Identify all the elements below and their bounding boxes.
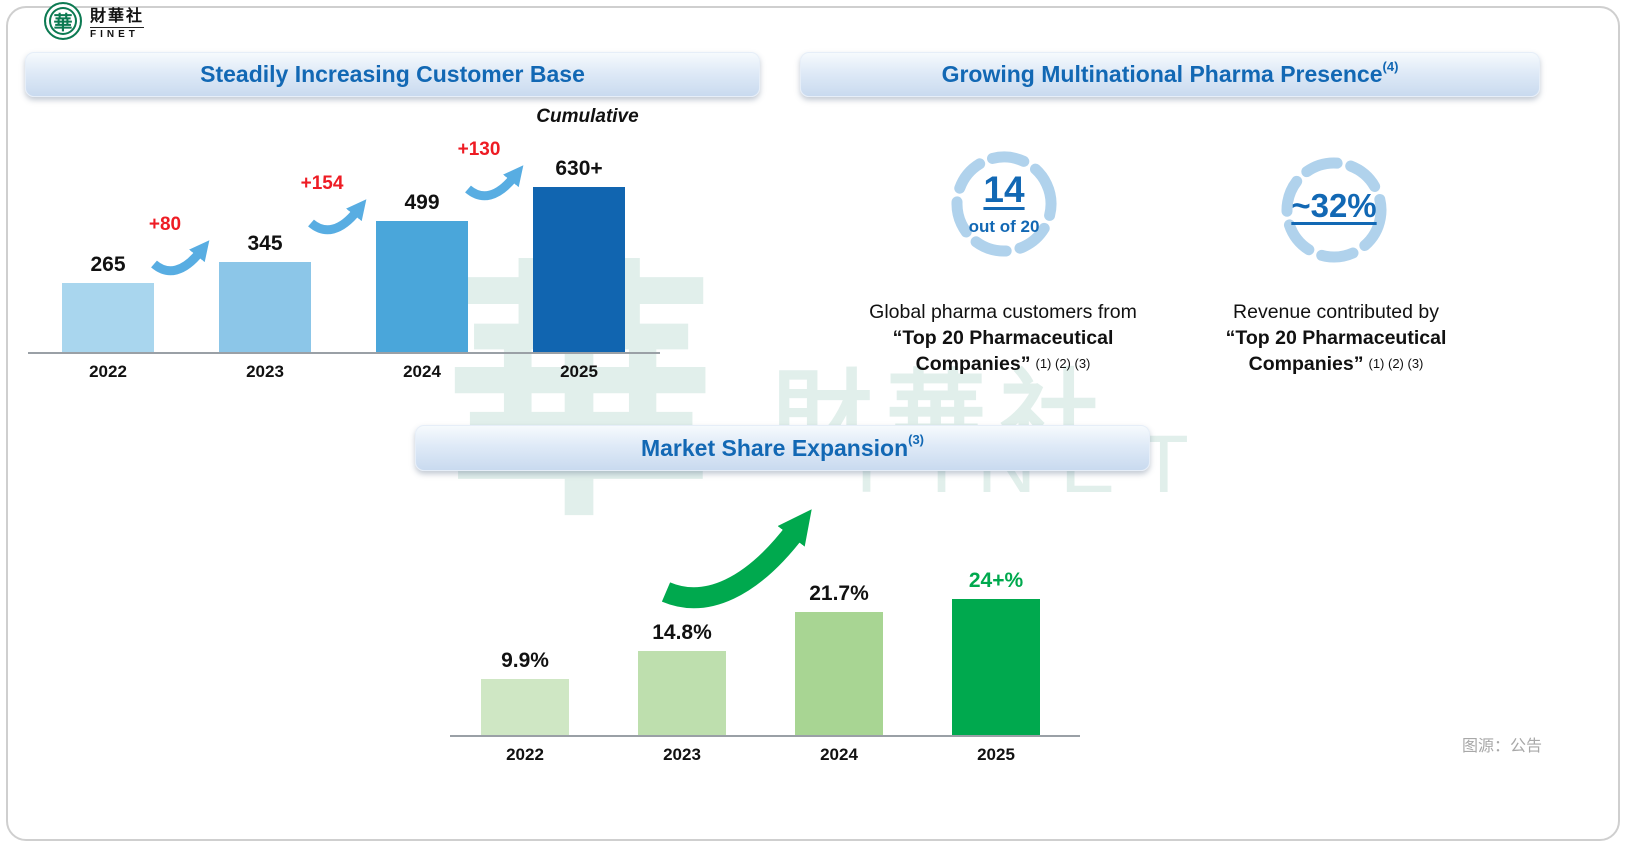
x-tick-2024: 2024 (820, 745, 858, 764)
stat-inner: ~32% (1276, 152, 1392, 268)
cumulative-note: Cumulative (536, 106, 639, 127)
banner-customer-base: Steadily Increasing Customer Base (25, 52, 760, 97)
stat-desc-revenue: Revenue contributed by “Top 20 Pharmaceu… (1190, 299, 1482, 377)
delta-label-3: +130 (457, 139, 501, 160)
logo-chinese: 財華社 (90, 8, 145, 25)
banner-pharma-presence-sup: (4) (1382, 59, 1399, 74)
delta-label-1: +80 (148, 214, 182, 235)
x-axis (28, 352, 660, 354)
bar-2025 (533, 187, 625, 352)
banner-market-share: Market Share Expansion (3) (415, 425, 1150, 471)
x-tick-2023: 2023 (663, 745, 701, 764)
bar-2023 (219, 262, 311, 352)
bar-value-2022: 265 (90, 253, 126, 276)
bar-2025 (952, 599, 1040, 735)
stat-desc-line3-text: Companies” (915, 353, 1031, 375)
source-note: 图源：公告 (1461, 738, 1542, 755)
bar-2024 (795, 612, 883, 735)
bar-value-2024: 499 (404, 191, 440, 214)
bar-value-2023: 345 (247, 232, 283, 255)
logo-text: 財華社 FINET (90, 2, 145, 40)
bar-value-2025: 630+ (555, 157, 603, 180)
logo-glyph: 華 (53, 12, 73, 34)
customer-base-chart: 265 2022 345 2023 499 2024 630+ 2025 +80 +154 +130 (28, 139, 660, 385)
x-tick-2025: 2025 (977, 745, 1015, 764)
bar-value-2024: 21.7% (809, 582, 869, 605)
delta-arrow-icon-2 (305, 197, 371, 246)
x-tick-2023: 2023 (246, 362, 284, 381)
finet-logo-icon: 華 (44, 2, 82, 40)
bar-2024 (376, 221, 468, 352)
stat-desc-line1: Global pharma customers from (869, 301, 1137, 323)
bar-2023 (638, 651, 726, 735)
bar-value-2023: 14.8% (652, 621, 712, 644)
segmented-ring-icon (1281, 157, 1387, 263)
logo-english: FINET (90, 27, 145, 40)
stat-desc-line3: Companies” (1) (2) (3) (1190, 351, 1482, 377)
banner-pharma-presence-label: Growing Multinational Pharma Presence (941, 61, 1383, 87)
market-share-chart: 9.9% 2022 14.8% 2023 21.7% 2024 24+% 2025 (450, 560, 1080, 770)
stat-desc-customers: Global pharma customers from “Top 20 Pha… (850, 299, 1156, 377)
delta-arrow-icon-3 (462, 163, 528, 212)
bar-2022 (62, 283, 154, 352)
stat-desc-line3-text: Companies” (1248, 353, 1364, 375)
stat-desc-footnotes: (1) (2) (3) (1368, 356, 1424, 371)
stat-desc-footnotes: (1) (2) (3) (1035, 356, 1091, 371)
x-tick-2022: 2022 (506, 745, 544, 764)
stat-customers-value: 14 (983, 169, 1025, 211)
x-tick-2024: 2024 (403, 362, 441, 381)
stat-top20-customers: 14 out of 20 (946, 146, 1062, 262)
finet-logo: 華 財華社 FINET (44, 2, 145, 40)
banner-market-share-label: Market Share Expansion (640, 434, 909, 461)
x-tick-2022: 2022 (89, 362, 127, 381)
stat-customers-sub: out of 20 (968, 216, 1040, 236)
growth-arrow-icon (648, 488, 838, 613)
stat-desc-line2: “Top 20 Pharmaceutical (1225, 327, 1447, 349)
stat-inner: 14 out of 20 (946, 146, 1062, 262)
bar-2022 (481, 679, 569, 735)
x-axis (450, 735, 1080, 737)
stat-revenue-value: ~32% (1291, 187, 1377, 225)
banner-pharma-presence: Growing Multinational Pharma Presence (4) (800, 52, 1540, 97)
delta-arrow-icon-1 (148, 238, 214, 287)
stat-top20-revenue: ~32% (1276, 152, 1392, 268)
segmented-ring-icon (951, 151, 1057, 257)
banner-market-share-sup: (3) (908, 432, 925, 447)
stat-desc-line1: Revenue contributed by (1233, 301, 1439, 323)
bar-value-2022: 9.9% (501, 649, 549, 672)
x-tick-2025: 2025 (560, 362, 598, 381)
stat-desc-line3: Companies” (1) (2) (3) (850, 351, 1156, 377)
banner-customer-base-label: Steadily Increasing Customer Base (200, 61, 585, 87)
delta-label-2: +154 (300, 173, 344, 194)
bar-value-2025: 24+% (968, 569, 1024, 592)
stat-desc-line2: “Top 20 Pharmaceutical (892, 327, 1114, 349)
